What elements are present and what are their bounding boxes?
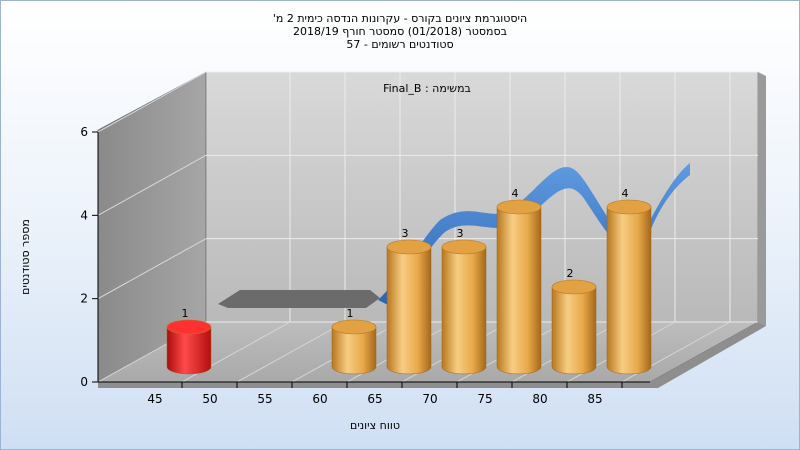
x-tick-label: 85 <box>587 392 602 406</box>
bar-value-label: 4 <box>512 187 519 200</box>
grid-line-floor <box>236 321 346 383</box>
y-tick-label: 6 <box>80 125 88 139</box>
bar-45 <box>166 319 212 375</box>
x-tick-label: 70 <box>422 392 437 406</box>
x-tick-label: 45 <box>147 392 162 406</box>
curve-ribbon <box>378 163 690 305</box>
right-side-wall <box>758 72 766 326</box>
bars-group <box>166 199 652 375</box>
bar-value-label: 1 <box>347 307 354 320</box>
chart-title-line-3: סטודנטים רשומים - 57 <box>346 38 454 51</box>
x-tick-label: 50 <box>202 392 217 406</box>
grid-line-left <box>97 154 207 216</box>
bar-value-label: 3 <box>402 227 409 240</box>
bar-85 <box>606 199 652 375</box>
chart-subtitle: במשימה : Final_B <box>383 82 471 95</box>
grid-line-left <box>97 71 207 133</box>
y-axis-label: מספר סטודנטים <box>19 219 32 295</box>
bar-65 <box>386 239 432 375</box>
x-tick-label: 55 <box>257 392 272 406</box>
y-tick-label: 2 <box>80 292 88 306</box>
curve-shadow <box>218 290 380 308</box>
bar-60 <box>331 319 377 375</box>
y-tick-label: 0 <box>80 375 88 389</box>
chart-title-line-2: בסמסטר (01/2018) סמסטר חורף 2018/19 <box>293 25 507 38</box>
bar-70 <box>441 239 487 375</box>
bar-value-label: 1 <box>182 307 189 320</box>
x-tick-label: 65 <box>367 392 382 406</box>
bar-labels: 1 1 3 3 4 2 4 <box>182 187 629 320</box>
bar-75 <box>496 199 542 375</box>
grid-line-left <box>97 238 207 300</box>
bar-value-label: 3 <box>457 227 464 240</box>
y-tick-label: 4 <box>80 208 88 222</box>
x-tick-label: 80 <box>532 392 547 406</box>
axes: 0 2 4 6 45 50 55 60 65 70 75 80 85 <box>80 125 650 406</box>
bar-80 <box>551 279 597 375</box>
bar-value-label: 4 <box>622 187 629 200</box>
x-axis-label: טווח ציונים <box>350 419 400 432</box>
bar-value-label: 2 <box>567 267 574 280</box>
chart-title-line-1: היסטוגרמת ציונים בקורס - עקרונות הנדסה כ… <box>272 12 528 25</box>
x-tick-label: 60 <box>312 392 327 406</box>
distribution-curve <box>218 163 690 308</box>
x-tick-label: 75 <box>477 392 492 406</box>
